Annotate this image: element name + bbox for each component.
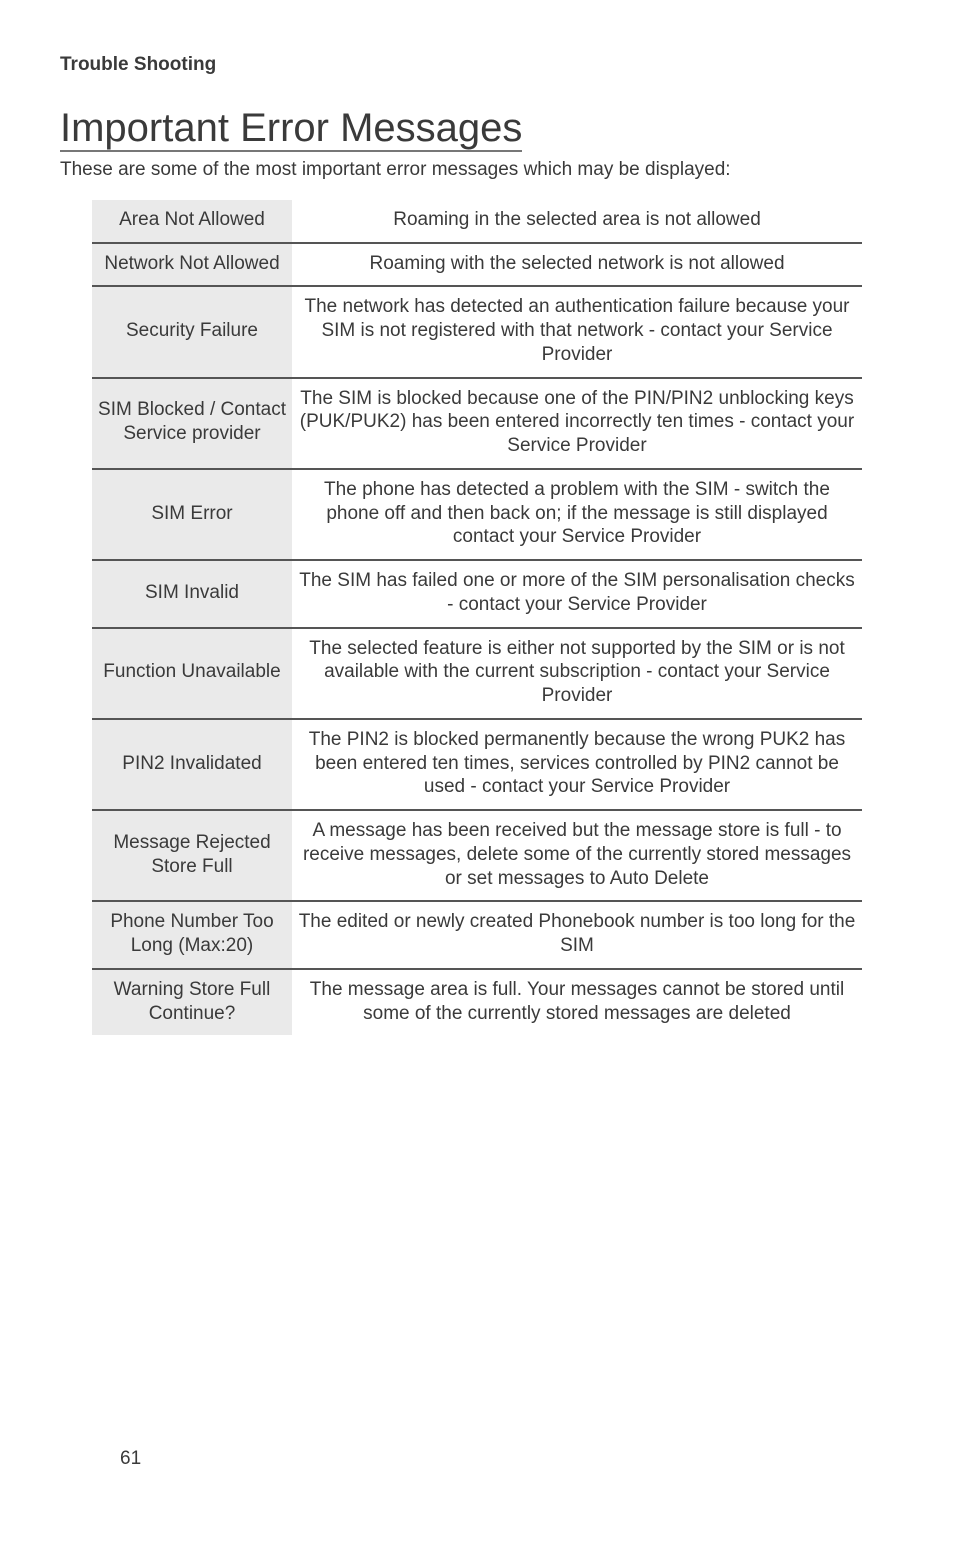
section-header: Trouble Shooting [60,54,894,76]
row-label: SIM Blocked / Contact Service provider [92,379,292,468]
row-label: Area Not Allowed [92,200,292,242]
table-row: Function UnavailableThe selected feature… [92,629,862,718]
row-description: A message has been received but the mess… [292,811,862,900]
row-description: The PIN2 is blocked permanently because … [292,720,862,809]
table-row: Message Rejected Store FullA message has… [92,811,862,900]
row-description: Roaming in the selected area is not allo… [292,200,862,242]
row-description: The selected feature is either not suppo… [292,629,862,718]
row-label: PIN2 Invalidated [92,720,292,809]
row-label: Phone Number Too Long (Max:20) [92,902,292,968]
row-description: The SIM is blocked because one of the PI… [292,379,862,468]
row-description: The SIM has failed one or more of the SI… [292,561,862,627]
intro-text: These are some of the most important err… [60,158,894,182]
table-row: PIN2 InvalidatedThe PIN2 is blocked perm… [92,720,862,809]
row-label: SIM Invalid [92,561,292,627]
row-description: The edited or newly created Phonebook nu… [292,902,862,968]
row-label: Network Not Allowed [92,244,292,286]
table-row: Warning Store Full Continue?The message … [92,970,862,1036]
row-label: Security Failure [92,287,292,376]
error-table: Area Not AllowedRoaming in the selected … [92,200,862,1036]
row-label: Function Unavailable [92,629,292,718]
title-wrap: Important Error Messages [60,108,894,158]
row-description: Roaming with the selected network is not… [292,244,862,286]
row-description: The network has detected an authenticati… [292,287,862,376]
table-row: Network Not AllowedRoaming with the sele… [92,244,862,286]
table-row: Phone Number Too Long (Max:20)The edited… [92,902,862,968]
row-label: Warning Store Full Continue? [92,970,292,1036]
row-label: Message Rejected Store Full [92,811,292,900]
table-row: SIM ErrorThe phone has detected a proble… [92,470,862,559]
row-description: The message area is full. Your messages … [292,970,862,1036]
table-row: SIM Blocked / Contact Service providerTh… [92,379,862,468]
page-number: 61 [120,1448,141,1470]
row-description: The phone has detected a problem with th… [292,470,862,559]
table-row: SIM InvalidThe SIM has failed one or mor… [92,561,862,627]
page-title: Important Error Messages [60,108,522,152]
page: { "header": "Trouble Shooting", "title":… [60,54,894,1496]
table-row: Area Not AllowedRoaming in the selected … [92,200,862,242]
row-label: SIM Error [92,470,292,559]
table-row: Security FailureThe network has detected… [92,287,862,376]
